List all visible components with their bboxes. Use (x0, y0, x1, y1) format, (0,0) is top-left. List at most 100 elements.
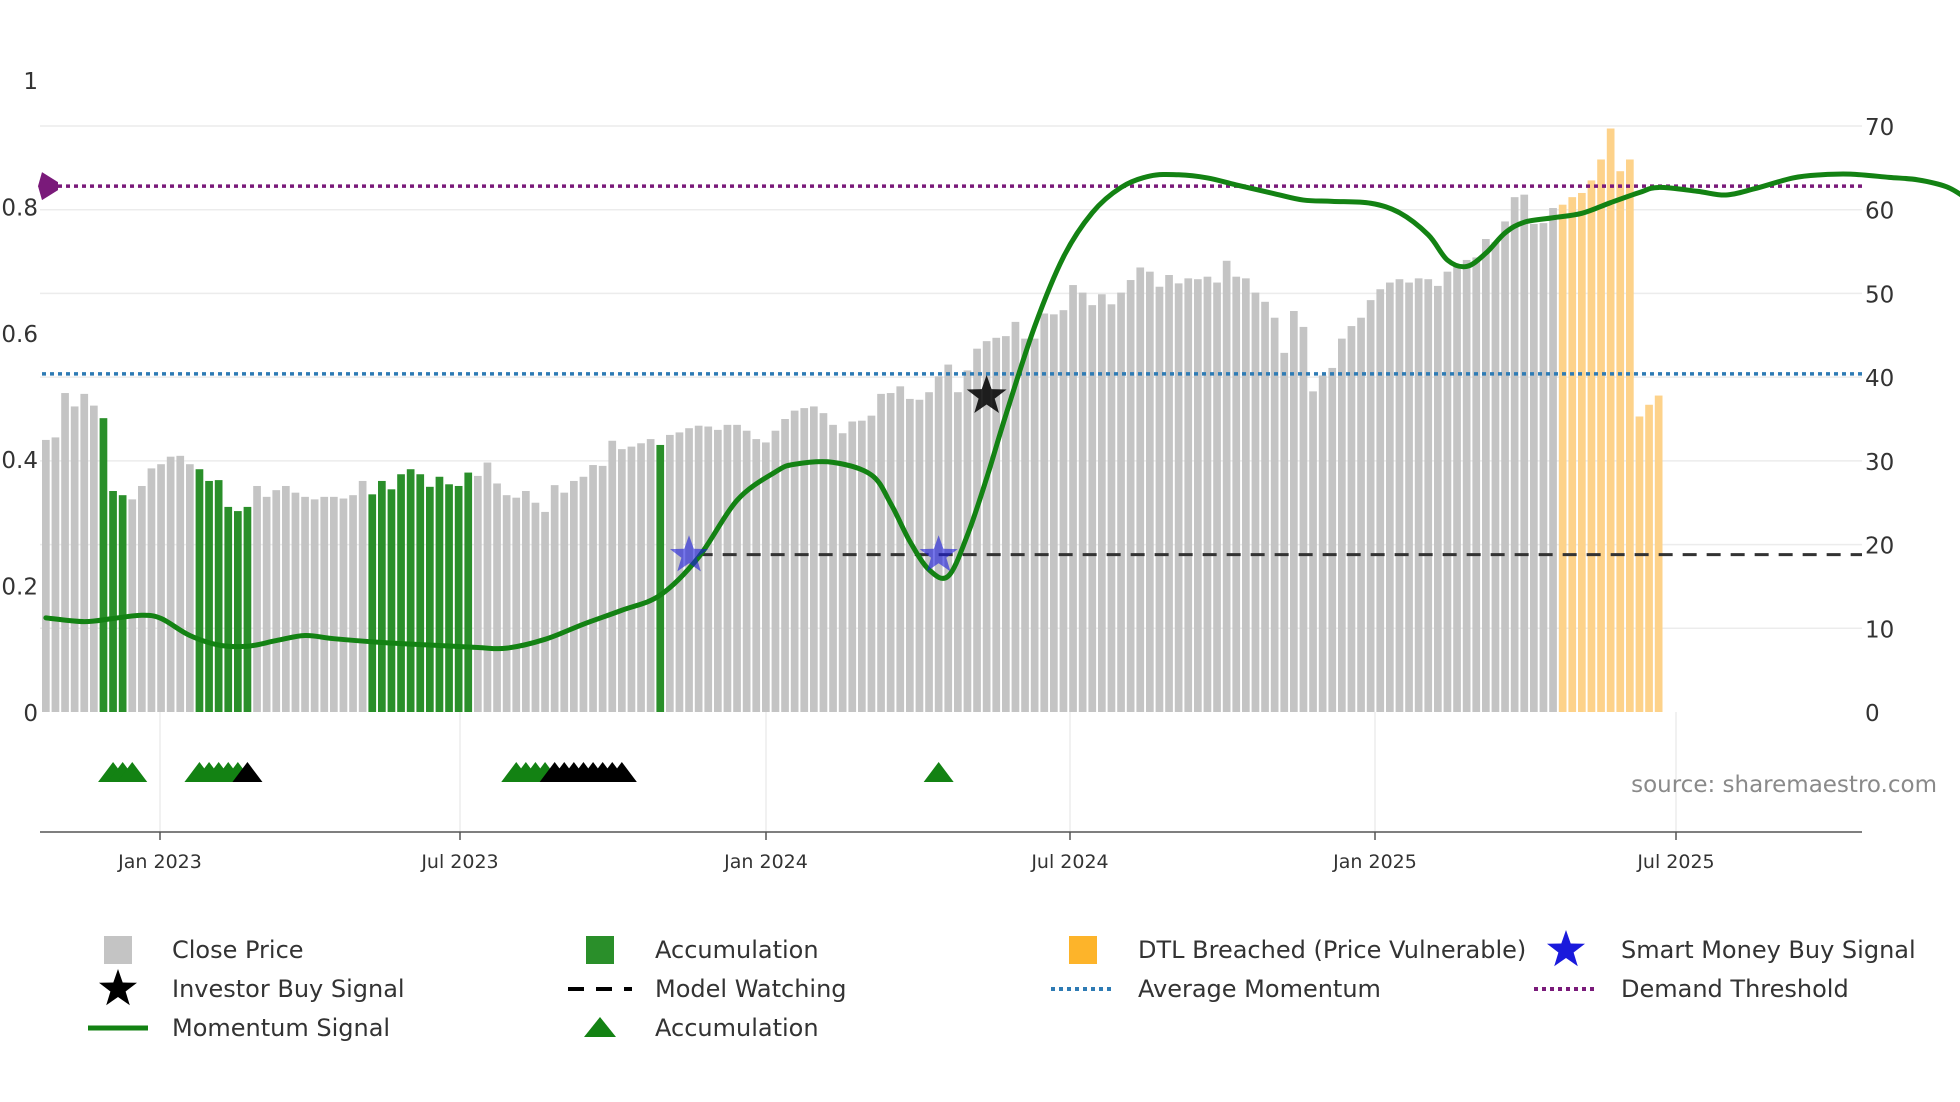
close-price-bar (675, 432, 684, 712)
close-price-bar (1021, 338, 1029, 712)
demand-threshold-marker (38, 172, 58, 201)
momentum-layer (43, 171, 1960, 652)
close-price-bar (838, 433, 847, 712)
accumulation-triangle-black (232, 762, 263, 782)
accumulation-bar (205, 480, 213, 712)
close-price-bar (1443, 271, 1452, 712)
accumulation-triangles (98, 762, 954, 782)
close-price-bar (349, 495, 357, 712)
close-price-bar (954, 392, 962, 712)
right-tick-label: 10 (1865, 617, 1894, 643)
right-tick-label: 20 (1865, 534, 1894, 560)
close-price-bar (646, 439, 655, 712)
close-price-bar (1136, 267, 1145, 712)
price-bars (42, 128, 1663, 713)
close-price-bar (1290, 311, 1298, 712)
close-price-bar (1482, 239, 1490, 712)
close-price-bar (848, 421, 857, 712)
close-price-bar (310, 499, 319, 712)
close-price-bar (973, 348, 981, 712)
legend-swatch (104, 936, 132, 964)
legend-label: Average Momentum (1138, 975, 1381, 1003)
close-price-bar (272, 490, 281, 712)
close-price-bar (1059, 310, 1068, 712)
close-price-bar (493, 483, 501, 712)
close-price-bar (1261, 301, 1269, 712)
close-price-bar (1299, 326, 1308, 712)
close-price-bar (330, 496, 338, 712)
close-price-bar (253, 485, 261, 712)
x-tick-label: Jan 2024 (723, 851, 808, 873)
legend-label: Close Price (172, 936, 304, 964)
close-price-bar (637, 443, 645, 712)
close-price-bar (819, 413, 828, 712)
smart-money-buy-signal (670, 535, 709, 572)
close-price-bar (858, 420, 866, 712)
close-price-bar (800, 408, 809, 712)
close-price-bar (474, 475, 482, 712)
close-price-bar (1203, 276, 1212, 712)
close-price-bar (483, 462, 492, 712)
close-price-bar (186, 464, 194, 712)
right-tick-label: 40 (1865, 366, 1894, 392)
accumulation-bar (426, 486, 434, 712)
accumulation-bar (416, 474, 425, 712)
accumulation-bar (214, 480, 223, 712)
close-price-bar (1549, 208, 1557, 713)
close-price-bar (541, 511, 549, 712)
accumulation-triangle-green (923, 762, 954, 782)
close-price-bar (166, 456, 175, 712)
close-price-bar (42, 439, 50, 712)
legend-star (99, 969, 137, 1006)
close-price-bar (886, 393, 895, 712)
close-price-bar (1491, 242, 1500, 712)
close-price-bar (560, 492, 569, 712)
close-price-bar (589, 465, 597, 712)
close-price-bar (762, 442, 770, 712)
close-price-bar (358, 480, 367, 712)
close-price-bar (1040, 313, 1049, 712)
close-price-bar (522, 490, 530, 712)
close-price-bar (61, 393, 69, 712)
close-price-bar (867, 415, 876, 712)
accumulation-bar (118, 495, 127, 712)
close-price-bar (157, 464, 165, 712)
close-price-bar (1414, 278, 1423, 712)
close-price-bar (291, 492, 300, 712)
x-tick-label: Jan 2025 (1332, 851, 1417, 873)
close-price-bar (1386, 282, 1394, 712)
accumulation-bar (454, 485, 463, 712)
close-price-bar (1453, 265, 1461, 712)
close-price-bar (714, 429, 722, 712)
close-price-bar (944, 364, 953, 712)
close-price-bar (618, 449, 626, 712)
momentum-signal-line (43, 171, 1960, 652)
legend-label: DTL Breached (Price Vulnerable) (1138, 936, 1526, 964)
close-price-bar (502, 495, 511, 712)
legend-swatch (586, 936, 614, 964)
close-price-bar (320, 496, 329, 712)
close-price-bar (301, 496, 309, 712)
close-price-bar (1338, 338, 1346, 712)
accumulation-bar (397, 474, 405, 712)
close-price-bar (282, 485, 290, 712)
close-price-bar (80, 393, 89, 712)
close-price-bar (982, 341, 991, 712)
close-price-bar (1098, 294, 1106, 712)
left-tick-label: 0.6 (1, 322, 38, 348)
right-tick-label: 50 (1865, 282, 1894, 308)
close-price-bar (1174, 283, 1183, 712)
close-price-bar (733, 424, 741, 712)
legend-star (1547, 930, 1585, 967)
left-tick-label: 0.8 (1, 195, 38, 221)
right-tick-label: 0 (1865, 701, 1880, 727)
close-price-bar (1530, 223, 1538, 712)
dtl-breached-bar (1635, 416, 1644, 712)
close-price-bar (1117, 292, 1125, 712)
close-price-bar (906, 398, 914, 712)
close-price-bar (1165, 275, 1173, 712)
close-price-bar (896, 386, 905, 712)
legend-label: Smart Money Buy Signal (1621, 936, 1916, 964)
close-price-bar (1328, 367, 1337, 712)
accumulation-bar (445, 484, 453, 712)
